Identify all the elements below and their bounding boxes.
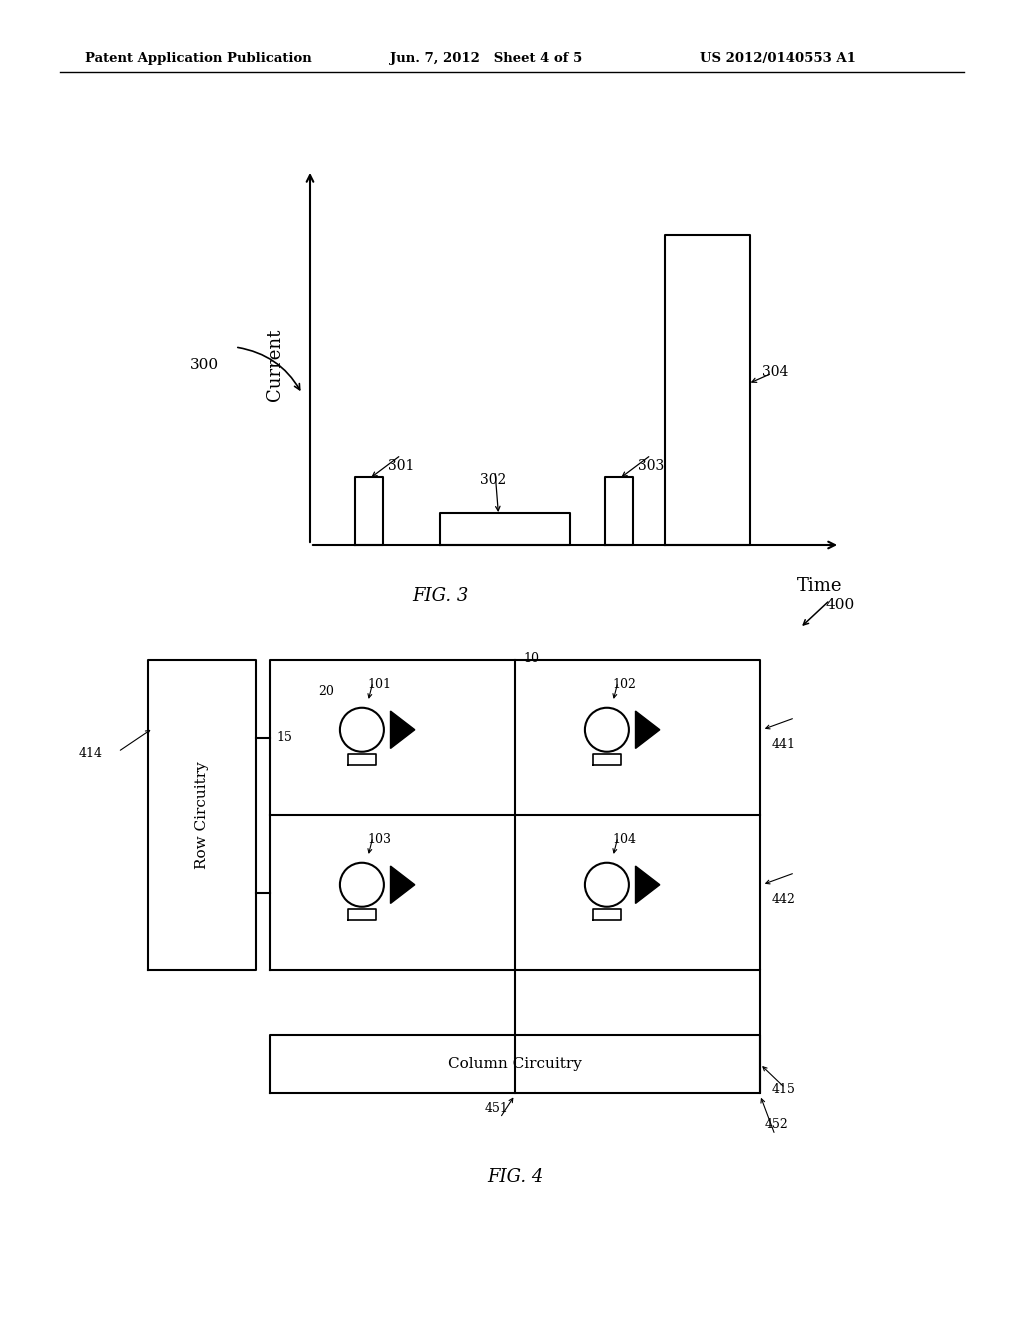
Polygon shape [636, 711, 659, 748]
Text: FIG. 4: FIG. 4 [486, 1168, 543, 1185]
Text: 20: 20 [317, 685, 334, 698]
Text: 103: 103 [368, 833, 392, 846]
Polygon shape [390, 866, 415, 903]
Text: 451: 451 [485, 1102, 509, 1115]
Text: US 2012/0140553 A1: US 2012/0140553 A1 [700, 51, 856, 65]
Text: Patent Application Publication: Patent Application Publication [85, 51, 311, 65]
Text: 101: 101 [368, 678, 392, 690]
Polygon shape [636, 866, 659, 903]
Text: 15: 15 [276, 731, 292, 744]
Text: 442: 442 [772, 892, 796, 906]
Text: 415: 415 [772, 1082, 796, 1096]
Text: FIG. 3: FIG. 3 [412, 587, 468, 605]
Text: Current: Current [266, 329, 284, 401]
Text: 300: 300 [190, 358, 219, 372]
Text: 104: 104 [613, 833, 637, 846]
Polygon shape [390, 711, 415, 748]
Text: Row Circuitry: Row Circuitry [195, 762, 209, 869]
Text: 302: 302 [480, 473, 506, 487]
Text: 400: 400 [825, 598, 854, 612]
Text: 414: 414 [79, 747, 103, 760]
Text: 441: 441 [772, 738, 796, 751]
Text: 304: 304 [762, 366, 788, 379]
Text: 303: 303 [638, 459, 665, 473]
Text: 10: 10 [523, 652, 539, 665]
Text: 102: 102 [613, 678, 637, 690]
Text: 301: 301 [388, 459, 415, 473]
Text: Column Circuitry: Column Circuitry [449, 1057, 582, 1071]
Text: 452: 452 [765, 1118, 788, 1131]
Text: Jun. 7, 2012   Sheet 4 of 5: Jun. 7, 2012 Sheet 4 of 5 [390, 51, 583, 65]
Text: Time: Time [798, 577, 843, 595]
